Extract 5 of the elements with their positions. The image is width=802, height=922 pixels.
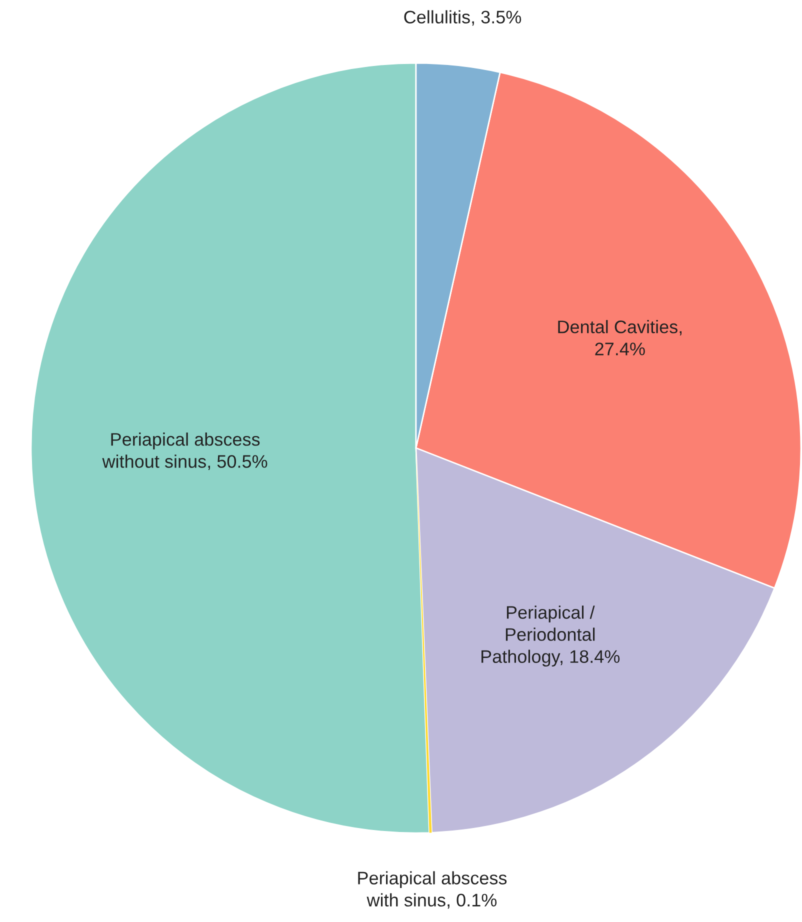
slice-label: Periapical / Periodontal Pathology, 18.4% [482, 606, 620, 667]
slice-label: Periapical abscess with sinus, 0.1% [358, 871, 507, 909]
slice-label: Periapical abscess without sinus, 50.5% [102, 432, 268, 470]
slice-label: Cellulitis, 3.5% [404, 10, 522, 26]
slice-label: Dental Cavities, 27.4% [558, 320, 682, 356]
